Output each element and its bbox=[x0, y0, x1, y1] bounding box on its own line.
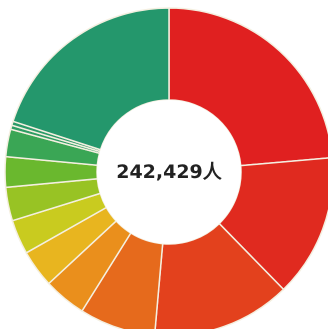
donut-hole bbox=[97, 100, 241, 244]
center-total-label: 242,429人 bbox=[116, 161, 223, 183]
